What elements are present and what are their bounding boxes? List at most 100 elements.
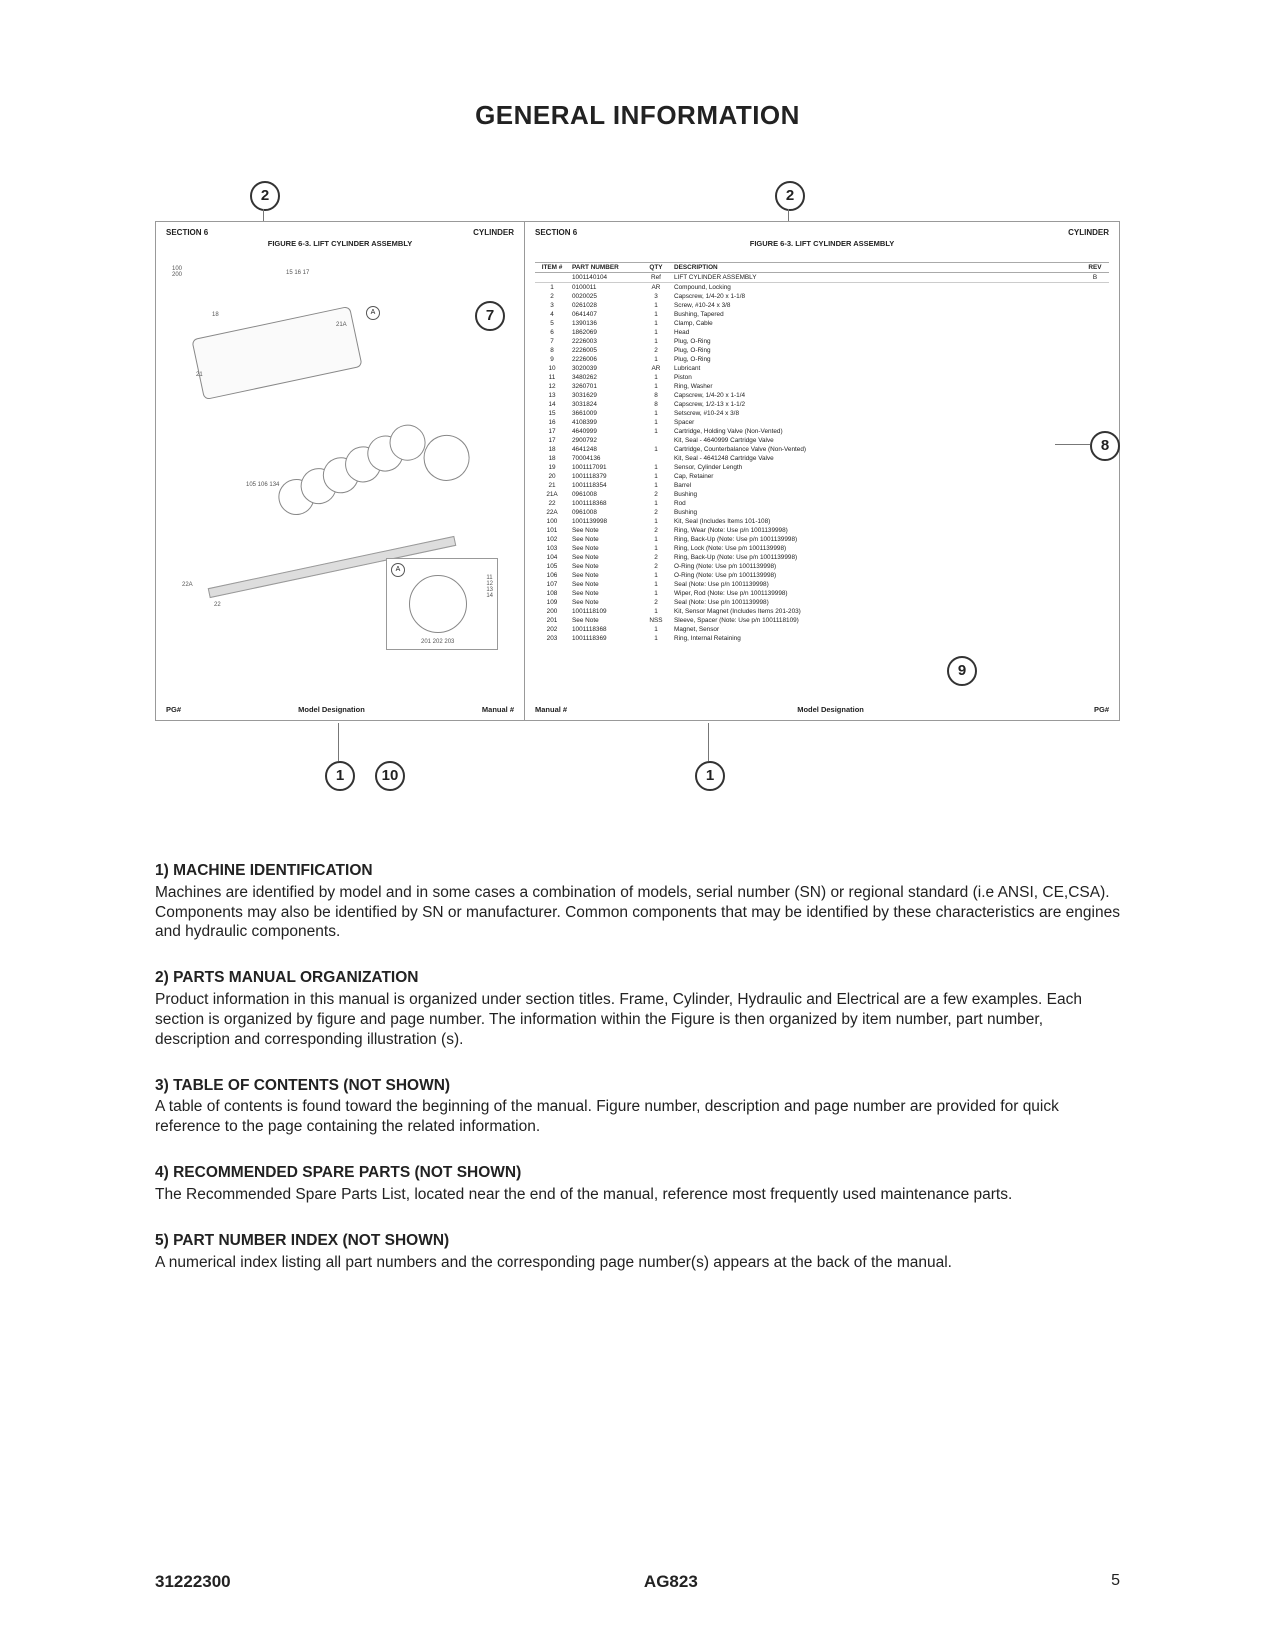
table-row: 200200253Capscrew, 1/4-20 x 1-1/8 bbox=[535, 292, 1109, 301]
table-row: 10010011399981Kit, Seal (Includes Items … bbox=[535, 517, 1109, 526]
cell-qty: 1 bbox=[641, 535, 671, 544]
footer-page-number: 5 bbox=[1111, 1572, 1120, 1592]
cell-pn: 3480262 bbox=[569, 373, 641, 382]
ring-stack bbox=[269, 412, 483, 542]
cell-rev bbox=[1081, 499, 1109, 508]
cell-rev bbox=[1081, 400, 1109, 409]
cell-pn: 70004136 bbox=[569, 454, 641, 463]
section-body: A table of contents is found toward the … bbox=[155, 1097, 1120, 1137]
panel-illustration: SECTION 6 CYLINDER FIGURE 6-3. LIFT CYLI… bbox=[155, 221, 525, 721]
item-ref: 201 202 203 bbox=[421, 639, 454, 645]
footer-model: Model Designation bbox=[797, 705, 864, 714]
table-body: 10100011ARCompound, Locking200200253Caps… bbox=[535, 283, 1109, 643]
cell-qty: 2 bbox=[641, 598, 671, 607]
table-row: 1536610091Setscrew, #10-24 x 3/8 bbox=[535, 409, 1109, 418]
cell-pn: 1001118379 bbox=[569, 472, 641, 481]
cell-desc: Clamp, Cable bbox=[671, 319, 1081, 328]
cell-desc: Ring, Back-Up (Note: Use p/n 1001139998) bbox=[671, 535, 1081, 544]
page-footer: 31222300 AG823 5 bbox=[155, 1572, 1120, 1592]
cell-rev bbox=[1081, 337, 1109, 346]
cell-rev bbox=[1081, 589, 1109, 598]
cell-qty: 1 bbox=[641, 328, 671, 337]
cell-pn: 0261028 bbox=[569, 301, 641, 310]
panel-header: SECTION 6 CYLINDER bbox=[156, 222, 524, 239]
cell-item: 21A bbox=[535, 490, 569, 499]
cell-pn: 0961008 bbox=[569, 490, 641, 499]
cell-item: 19 bbox=[535, 463, 569, 472]
cell-item: 102 bbox=[535, 535, 569, 544]
cell-item: 105 bbox=[535, 562, 569, 571]
cell-desc: Lubricant bbox=[671, 364, 1081, 373]
cell-pn: See Note bbox=[569, 598, 641, 607]
panel-parts-list: SECTION 6 CYLINDER FIGURE 6-3. LIFT CYLI… bbox=[525, 221, 1120, 721]
callout-9: 9 bbox=[947, 656, 977, 686]
cell-item: 106 bbox=[535, 571, 569, 580]
cell-rev bbox=[1081, 319, 1109, 328]
sections: 1) MACHINE IDENTIFICATIONMachines are id… bbox=[155, 861, 1120, 1272]
cell-item: 101 bbox=[535, 526, 569, 535]
cell-desc: Cartridge, Counterbalance Valve (Non-Ven… bbox=[671, 445, 1081, 454]
cell-desc: Plug, O-Ring bbox=[671, 337, 1081, 346]
cell-qty bbox=[641, 436, 671, 445]
cell-desc: Spacer bbox=[671, 418, 1081, 427]
table-row: 20010011181091Kit, Sensor Magnet (Includ… bbox=[535, 607, 1109, 616]
table-row: 2010011183791Cap, Retainer bbox=[535, 472, 1109, 481]
cell-item: 22A bbox=[535, 508, 569, 517]
item-ref: 22 bbox=[214, 602, 221, 608]
cell-rev bbox=[1081, 355, 1109, 364]
cell-qty: 1 bbox=[641, 625, 671, 634]
section-body: Product information in this manual is or… bbox=[155, 990, 1120, 1049]
section-label: CYLINDER bbox=[473, 228, 514, 237]
cell-qty: AR bbox=[641, 283, 671, 292]
cell-pn: 1001118368 bbox=[569, 625, 641, 634]
cell-desc: Piston bbox=[671, 373, 1081, 382]
cell-pn: 1001118368 bbox=[569, 499, 641, 508]
cell-rev bbox=[1081, 535, 1109, 544]
cell-rev bbox=[1081, 481, 1109, 490]
table-row: 1910011170911Sensor, Cylinder Length bbox=[535, 463, 1109, 472]
cell-desc: Seal (Note: Use p/n 1001139998) bbox=[671, 580, 1081, 589]
cell-rev bbox=[1081, 418, 1109, 427]
cell-rev: B bbox=[1081, 273, 1109, 282]
table-header: ITEM # PART NUMBER QTY DESCRIPTION REV bbox=[535, 262, 1109, 273]
table-row: 1134802621Piston bbox=[535, 373, 1109, 382]
table-row: 302610281Screw, #10-24 x 3/8 bbox=[535, 301, 1109, 310]
cell-item: 2 bbox=[535, 292, 569, 301]
cell-pn: 3031629 bbox=[569, 391, 641, 400]
cell-qty: 1 bbox=[641, 589, 671, 598]
footer-pg: PG# bbox=[1094, 705, 1109, 714]
cell-desc: Kit, Seal (Includes Items 101-108) bbox=[671, 517, 1081, 526]
cell-item: 1 bbox=[535, 283, 569, 292]
cell-desc: Kit, Sensor Magnet (Includes Items 201-2… bbox=[671, 607, 1081, 616]
cell-rev bbox=[1081, 634, 1109, 643]
cell-desc: Barrel bbox=[671, 481, 1081, 490]
cell-rev bbox=[1081, 580, 1109, 589]
table-row: 2210011183681Rod bbox=[535, 499, 1109, 508]
cell-qty: 2 bbox=[641, 553, 671, 562]
table-row: 1641083991Spacer bbox=[535, 418, 1109, 427]
cell-pn: See Note bbox=[569, 571, 641, 580]
cell-pn: 3260701 bbox=[569, 382, 641, 391]
table-row: 102See Note1Ring, Back-Up (Note: Use p/n… bbox=[535, 535, 1109, 544]
leader bbox=[708, 723, 709, 761]
cell-qty: 1 bbox=[641, 418, 671, 427]
cell-item: 21 bbox=[535, 481, 569, 490]
table-row: 101See Note2Ring, Wear (Note: Use p/n 10… bbox=[535, 526, 1109, 535]
cell-qty: 1 bbox=[641, 409, 671, 418]
table-row: 103See Note1Ring, Lock (Note: Use p/n 10… bbox=[535, 544, 1109, 553]
cell-pn: 0961008 bbox=[569, 508, 641, 517]
item-ref: 11121314 bbox=[486, 575, 493, 599]
cell-item: 7 bbox=[535, 337, 569, 346]
panel-footer: PG# Model Designation Manual # bbox=[166, 705, 514, 714]
cell-desc: Kit, Seal - 4641248 Cartridge Valve bbox=[671, 454, 1081, 463]
cell-item: 15 bbox=[535, 409, 569, 418]
cell-rev bbox=[1081, 625, 1109, 634]
cell-qty: 1 bbox=[641, 373, 671, 382]
cell-pn: 0020025 bbox=[569, 292, 641, 301]
cell-pn: 1001118354 bbox=[569, 481, 641, 490]
item-ref: 15 16 17 bbox=[286, 270, 309, 276]
cell-pn: 1001140104 bbox=[569, 273, 641, 282]
table-row: 10100011ARCompound, Locking bbox=[535, 283, 1109, 292]
footer-center: AG823 bbox=[644, 1572, 698, 1592]
cell-item: 108 bbox=[535, 589, 569, 598]
